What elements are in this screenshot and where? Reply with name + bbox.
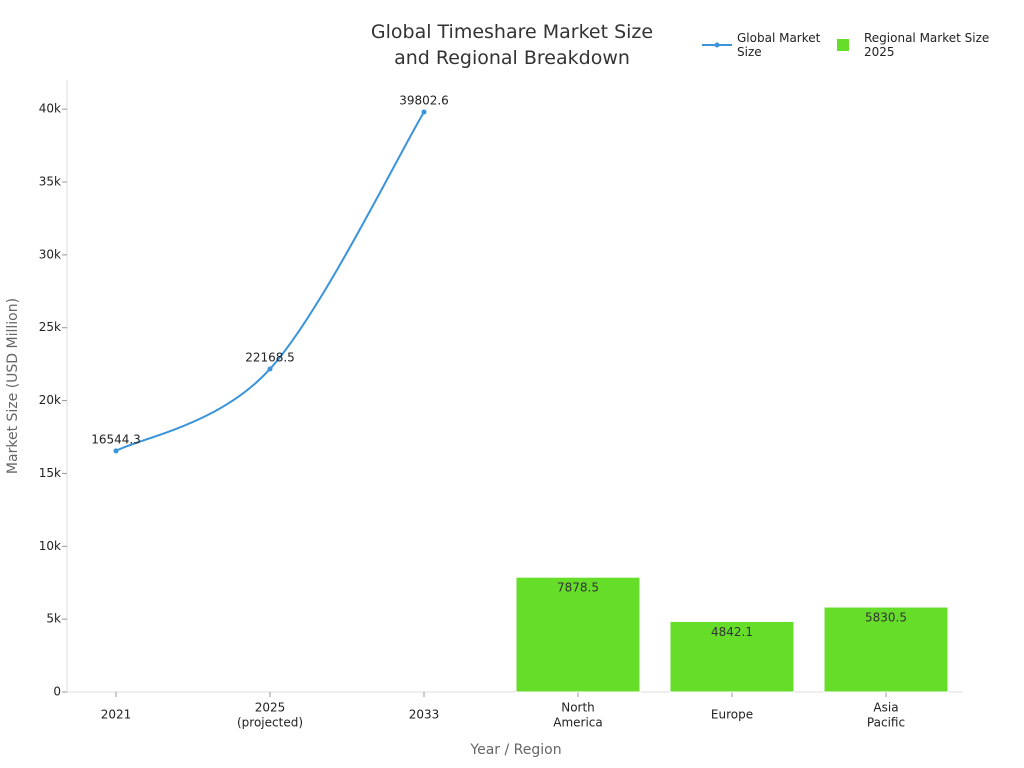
legend-swatch [714, 42, 720, 48]
point [113, 448, 119, 454]
x-axis-title: Year / Region [469, 742, 561, 758]
legend-label: Global Market Size [737, 31, 821, 59]
x-tick-label: Europe [711, 708, 753, 722]
line [115, 111, 425, 452]
bar [669, 620, 795, 693]
data-label: 22168.5 [245, 350, 295, 364]
y-tick-label: 35k [39, 175, 61, 189]
y-tick-label: 20k [39, 393, 61, 407]
y-tick-label: 10k [39, 539, 61, 553]
data-label: 5830.5 [865, 611, 907, 625]
y-tick-label: 30k [39, 247, 61, 261]
x-tick-label: 2033 [409, 708, 440, 722]
y-tick-label: 40k [39, 102, 61, 116]
chart-title: Global Timeshare Market Size and Regional… [371, 21, 653, 69]
legend-swatch [837, 39, 849, 51]
y-tick-label: 15k [39, 466, 61, 480]
point [267, 366, 273, 372]
legend-label: Regional Market Size 2025 [864, 31, 989, 59]
data-label: 7878.5 [557, 581, 599, 595]
y-tick-label: 25k [39, 320, 61, 334]
bar [823, 606, 949, 693]
x-tick-label: 2025 (projected) [237, 700, 303, 729]
y-tick-label: 0 [53, 685, 61, 699]
bar [515, 576, 641, 693]
y-axis-title: Market Size (USD Million) [5, 298, 21, 474]
x-tick-label: 2021 [101, 708, 132, 722]
x-tick-label: Asia Pacific [867, 700, 905, 729]
data-label: 4842.1 [711, 625, 753, 639]
data-label: 16544.3 [91, 432, 141, 446]
point [421, 109, 427, 115]
x-tick-label: North America [553, 700, 603, 729]
data-label: 39802.6 [399, 94, 449, 108]
y-tick-label: 5k [46, 612, 61, 626]
